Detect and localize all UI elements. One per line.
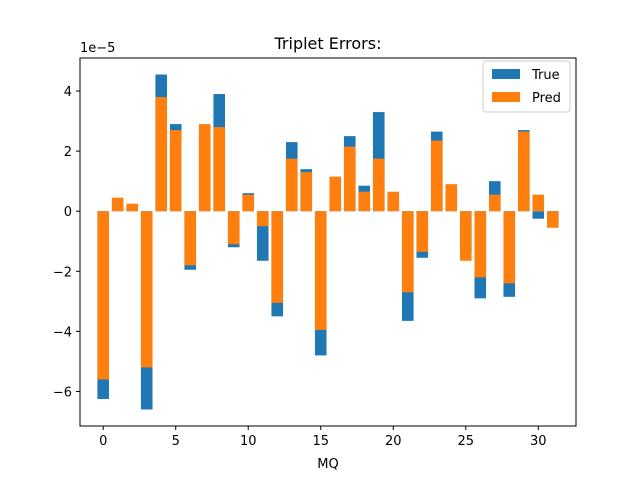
legend: True Pred bbox=[482, 60, 571, 113]
bar-pred-14 bbox=[300, 172, 313, 212]
y-tick-label: 4 bbox=[64, 85, 72, 100]
bar-pred-10 bbox=[242, 194, 255, 212]
bar-pred-5 bbox=[169, 130, 182, 212]
y-tick-label: 0 bbox=[64, 205, 72, 220]
legend-label-pred: Pred bbox=[532, 91, 561, 106]
bar-pred-25 bbox=[459, 211, 472, 261]
y-tick-label: −2 bbox=[53, 265, 72, 280]
x-tick-label: 30 bbox=[530, 434, 547, 449]
x-tick-label: 10 bbox=[240, 434, 257, 449]
x-tick-label: 5 bbox=[172, 434, 180, 449]
bar-pred-20 bbox=[387, 191, 400, 212]
bar-pred-22 bbox=[416, 211, 429, 252]
bar-pred-4 bbox=[155, 97, 168, 212]
legend-label-true: True bbox=[531, 68, 560, 83]
bar-pred-12 bbox=[271, 211, 284, 303]
bar-pred-7 bbox=[198, 124, 211, 212]
bar-pred-29 bbox=[517, 131, 530, 212]
bar-pred-1 bbox=[111, 197, 124, 212]
x-tick-label: 25 bbox=[458, 434, 475, 449]
bar-true-11 bbox=[256, 211, 269, 261]
x-tick-label: 0 bbox=[99, 434, 107, 449]
bar-pred-19 bbox=[372, 158, 385, 212]
bar-pred-2 bbox=[126, 203, 139, 212]
bar-pred-15 bbox=[314, 211, 327, 330]
bar-pred-11 bbox=[256, 211, 269, 227]
chart-title: Triplet Errors: bbox=[274, 34, 382, 53]
bar-pred-6 bbox=[184, 211, 197, 266]
y-tick-label: −4 bbox=[53, 325, 72, 340]
bar-pred-24 bbox=[445, 184, 458, 212]
bar-pred-21 bbox=[401, 211, 414, 293]
bars-layer bbox=[97, 74, 559, 410]
bar-pred-30 bbox=[532, 194, 545, 212]
y-tick-label: 2 bbox=[64, 145, 72, 160]
bar-pred-18 bbox=[358, 191, 371, 212]
bar-pred-0 bbox=[97, 211, 110, 380]
bar-pred-26 bbox=[474, 211, 487, 278]
bar-pred-27 bbox=[488, 194, 501, 212]
y-scale-label: 1e−5 bbox=[80, 41, 115, 56]
x-tick-label: 15 bbox=[312, 434, 329, 449]
bar-pred-8 bbox=[213, 127, 226, 212]
x-tick-label: 20 bbox=[385, 434, 402, 449]
bar-pred-16 bbox=[329, 176, 342, 212]
bar-true-30 bbox=[532, 211, 545, 219]
legend-swatch-true bbox=[492, 69, 520, 79]
plot-frame bbox=[79, 57, 577, 427]
bar-pred-13 bbox=[285, 158, 298, 212]
bar-pred-9 bbox=[227, 211, 240, 245]
legend-swatch-pred bbox=[492, 92, 520, 102]
bar-pred-3 bbox=[140, 211, 153, 368]
axes-layer: 0 5 10 15 20 25 30 −6 −4 −2 0 2 4 bbox=[53, 57, 577, 449]
bar-pred-23 bbox=[430, 140, 443, 212]
bar-pred-28 bbox=[503, 211, 516, 284]
bar-pred-17 bbox=[343, 146, 356, 212]
x-axis-label: MQ bbox=[317, 457, 338, 472]
bar-pred-31 bbox=[546, 211, 559, 228]
y-tick-label: −6 bbox=[53, 385, 72, 400]
